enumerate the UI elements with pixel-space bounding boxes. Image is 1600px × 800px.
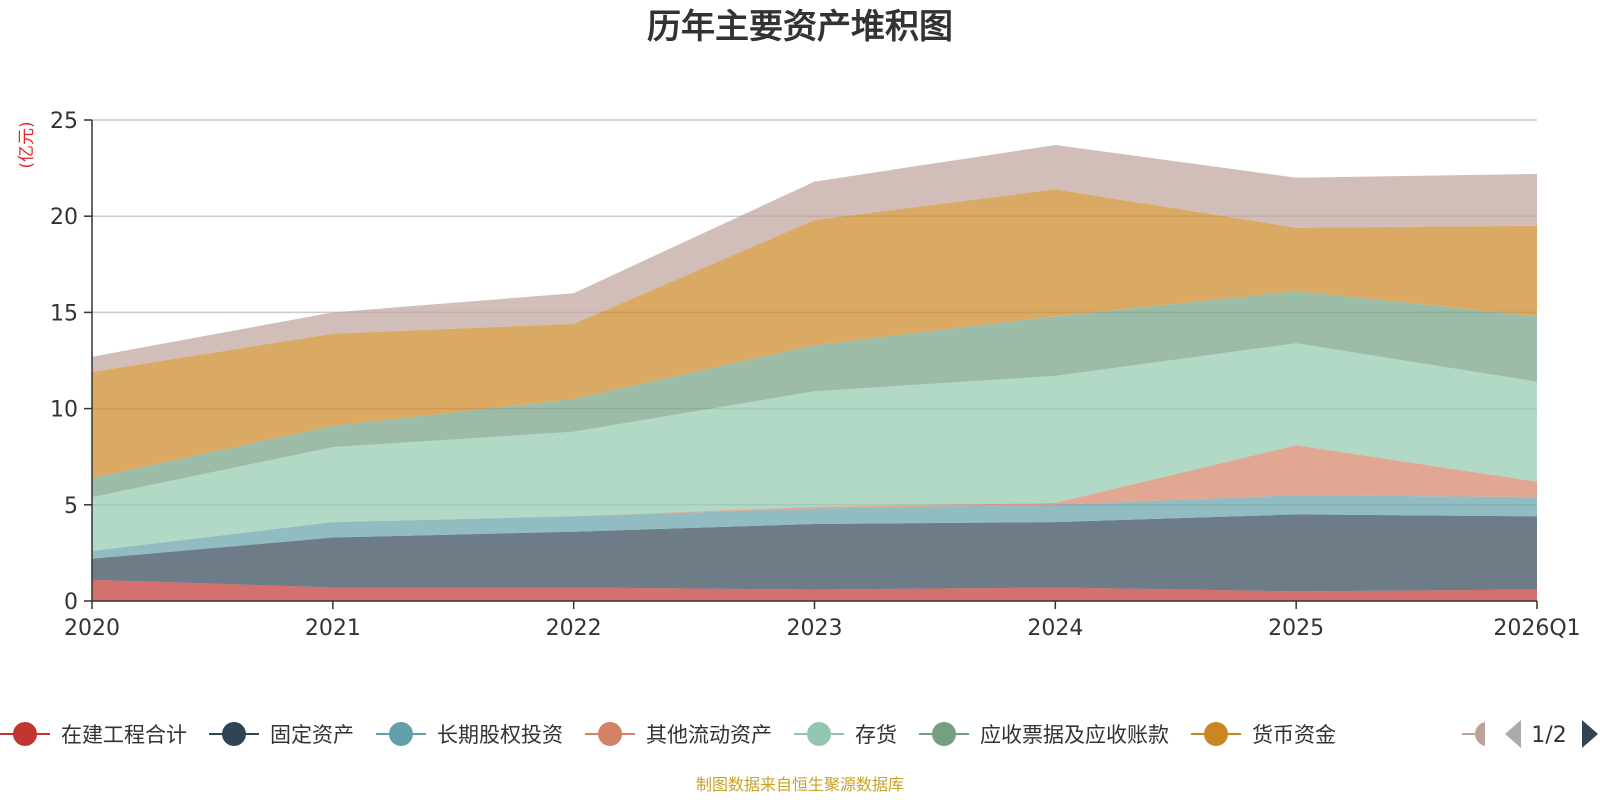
legend-label: 其他流动资产 xyxy=(646,723,772,747)
y-tick-label: 15 xyxy=(50,301,78,326)
area-固定资产 xyxy=(92,514,1537,592)
x-tick-label: 2023 xyxy=(787,616,843,641)
legend-marker xyxy=(13,722,37,746)
legend-label: 在建工程合计 xyxy=(61,723,187,747)
legend-marker xyxy=(598,722,622,746)
legend-item[interactable]: 其他流动资产 xyxy=(585,722,772,747)
legend-page-indicator: 1/2 xyxy=(1531,723,1566,748)
legend: 在建工程合计 固定资产 长期股权投资 其他流动资产 存货 应收票据及应收账款 货币资金 xyxy=(0,722,1512,747)
area-应收票据及应收账款 xyxy=(92,291,1537,498)
area-在建工程合计 xyxy=(92,579,1537,601)
legend-label: 存货 xyxy=(855,723,897,747)
legend-item[interactable]: 应收票据及应收账款 xyxy=(919,722,1169,747)
legend-label: 固定资产 xyxy=(270,723,354,747)
area-series xyxy=(92,145,1537,601)
data-source-note: 制图数据来自恒生聚源数据库 xyxy=(696,775,904,794)
legend-item[interactable]: 货币资金 xyxy=(1191,722,1336,747)
legend-marker xyxy=(807,722,831,746)
legend-item-truncated[interactable] xyxy=(1462,722,1512,746)
prev-page-icon[interactable] xyxy=(1505,720,1521,748)
legend-pager: 1/2 xyxy=(1505,720,1598,748)
legend-label: 应收票据及应收账款 xyxy=(980,723,1169,747)
legend-marker xyxy=(932,722,956,746)
area-货币资金 xyxy=(92,189,1537,478)
area-存货 xyxy=(92,343,1537,551)
x-tick-label: 2026Q1 xyxy=(1493,616,1580,641)
x-tick-label: 2024 xyxy=(1027,616,1083,641)
area-series-8 xyxy=(92,145,1537,372)
legend-item[interactable]: 固定资产 xyxy=(209,722,354,747)
y-tick-label: 10 xyxy=(50,398,78,423)
x-tick-label: 2022 xyxy=(546,616,602,641)
y-tick-label: 5 xyxy=(64,494,78,519)
y-tick-label: 0 xyxy=(64,590,78,615)
next-page-icon[interactable] xyxy=(1582,720,1598,748)
legend-marker xyxy=(1475,722,1485,746)
y-tick-label: 25 xyxy=(50,109,78,134)
legend-item[interactable]: 长期股权投资 xyxy=(376,722,563,747)
x-tick-label: 2021 xyxy=(305,616,361,641)
legend-label: 长期股权投资 xyxy=(437,723,563,747)
y-tick-label: 20 xyxy=(50,205,78,230)
y-axis-unit: (亿元) xyxy=(17,121,37,168)
x-tick-label: 2025 xyxy=(1268,616,1324,641)
area-长期股权投资 xyxy=(92,495,1537,559)
legend-item[interactable]: 在建工程合计 xyxy=(0,722,187,747)
x-tick-label: 2020 xyxy=(64,616,120,641)
chart-title: 历年主要资产堆积图 xyxy=(647,7,953,47)
legend-item[interactable]: 存货 xyxy=(794,722,897,747)
legend-marker xyxy=(389,722,413,746)
legend-marker xyxy=(222,722,246,746)
legend-label: 货币资金 xyxy=(1252,723,1336,747)
legend-marker xyxy=(1204,722,1228,746)
